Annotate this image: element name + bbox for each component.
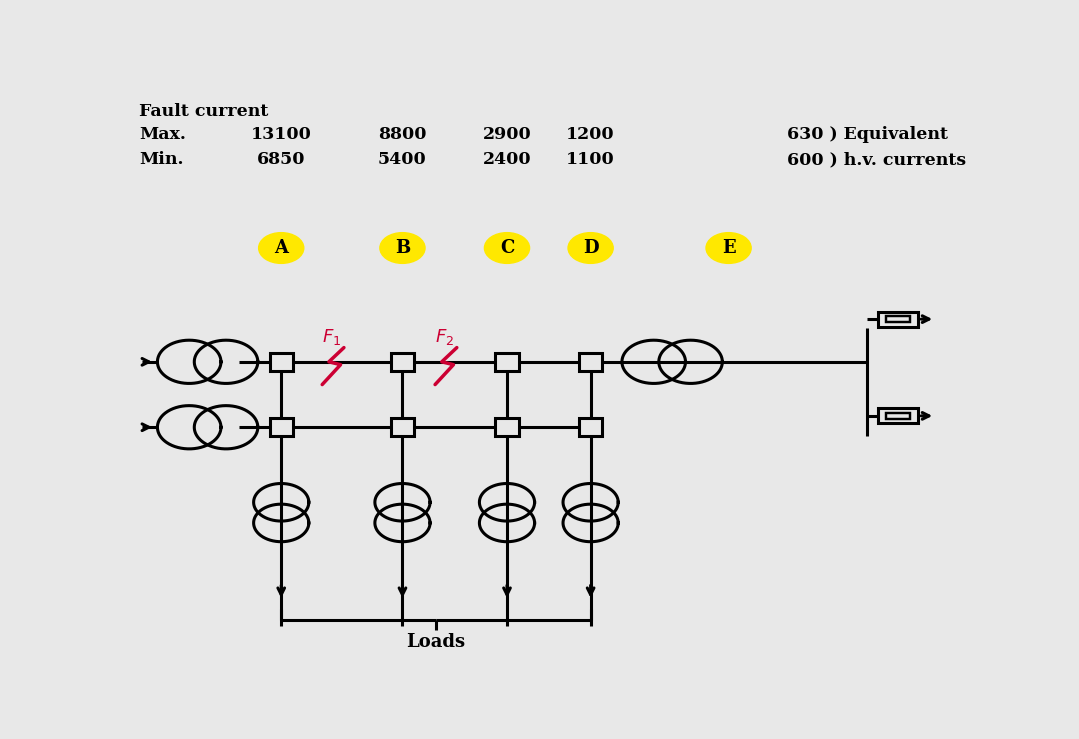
Circle shape xyxy=(259,233,304,263)
Text: 8800: 8800 xyxy=(379,126,426,143)
Text: $F_2$: $F_2$ xyxy=(435,327,454,347)
Text: B: B xyxy=(395,239,410,257)
Text: 1100: 1100 xyxy=(566,151,615,168)
Text: D: D xyxy=(583,239,599,257)
Bar xyxy=(270,353,292,371)
Text: E: E xyxy=(722,239,736,257)
Bar xyxy=(391,418,414,436)
Text: 5400: 5400 xyxy=(378,151,427,168)
Text: Fault current: Fault current xyxy=(139,103,269,120)
Text: 630 ) Equivalent: 630 ) Equivalent xyxy=(788,126,948,143)
Bar xyxy=(495,353,519,371)
Text: C: C xyxy=(500,239,515,257)
Text: 2900: 2900 xyxy=(482,126,531,143)
Bar xyxy=(579,418,602,436)
Bar xyxy=(270,418,292,436)
Text: Min.: Min. xyxy=(139,151,183,168)
Bar xyxy=(495,418,519,436)
Bar xyxy=(878,312,918,327)
Text: A: A xyxy=(274,239,288,257)
Text: $F_1$: $F_1$ xyxy=(323,327,341,347)
Text: 600 ) h.v. currents: 600 ) h.v. currents xyxy=(788,151,967,168)
Text: 2400: 2400 xyxy=(482,151,531,168)
Circle shape xyxy=(380,233,425,263)
Bar xyxy=(579,353,602,371)
Text: Loads: Loads xyxy=(407,633,465,650)
Text: 6850: 6850 xyxy=(257,151,305,168)
Circle shape xyxy=(484,233,530,263)
Circle shape xyxy=(706,233,751,263)
Bar xyxy=(878,409,918,423)
Text: Max.: Max. xyxy=(139,126,186,143)
Text: 13100: 13100 xyxy=(250,126,312,143)
Bar xyxy=(886,316,911,322)
Bar xyxy=(886,412,911,419)
Text: 1200: 1200 xyxy=(566,126,615,143)
Bar xyxy=(391,353,414,371)
Circle shape xyxy=(568,233,613,263)
